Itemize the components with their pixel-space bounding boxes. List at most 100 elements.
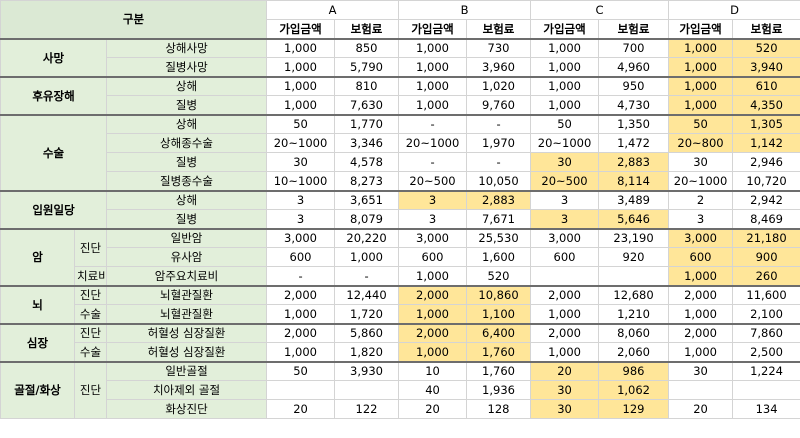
item-name-cell[interactable]: 화상진단 [105, 399, 268, 419]
premium-cell[interactable]: 730 [466, 37, 532, 58]
premium-cell[interactable]: 3,651 [334, 189, 400, 210]
amount-cell[interactable]: 1,000 [530, 57, 600, 77]
header-group-d[interactable]: D [668, 0, 800, 20]
amount-cell[interactable]: 1,000 [398, 75, 468, 96]
amount-cell[interactable]: 30 [530, 380, 600, 400]
section-label-cell[interactable]: 입원일당 [0, 189, 107, 229]
header-col-amount[interactable]: 가입금액 [398, 19, 468, 39]
amount-cell[interactable]: 10 [398, 360, 468, 381]
premium-cell[interactable]: 5,860 [334, 322, 400, 343]
premium-cell[interactable]: 520 [466, 266, 532, 286]
header-col-premium[interactable]: 보험료 [466, 19, 532, 39]
premium-cell[interactable]: 8,079 [334, 209, 400, 229]
item-name-cell[interactable]: 질병사망 [105, 57, 268, 77]
item-name-cell[interactable]: 일반골절 [105, 360, 268, 381]
amount-cell[interactable]: 3 [266, 189, 336, 210]
amount-cell[interactable]: 3 [266, 209, 336, 229]
premium-cell[interactable]: 1,936 [466, 380, 532, 400]
amount-cell[interactable]: 20~500 [398, 171, 468, 191]
amount-cell[interactable]: - [266, 266, 336, 286]
amount-cell[interactable]: 1,000 [668, 304, 734, 324]
amount-cell[interactable]: 1,000 [530, 95, 600, 115]
header-col-amount[interactable]: 가입금액 [266, 19, 336, 39]
premium-cell[interactable] [334, 380, 400, 400]
amount-cell[interactable]: 20~1000 [530, 133, 600, 153]
amount-cell[interactable]: 1,000 [266, 75, 336, 96]
amount-cell[interactable]: 1,000 [530, 342, 600, 362]
header-col-premium[interactable]: 보험료 [334, 19, 400, 39]
premium-cell[interactable]: 7,671 [466, 209, 532, 229]
item-name-cell[interactable]: 상해 [105, 75, 268, 96]
premium-cell[interactable]: 10,860 [466, 284, 532, 305]
premium-cell[interactable]: 20,220 [334, 227, 400, 248]
premium-cell[interactable] [598, 266, 670, 286]
premium-cell[interactable]: 25,530 [466, 227, 532, 248]
premium-cell[interactable]: 2,946 [732, 152, 800, 172]
sub-label-cell[interactable]: 수술 [74, 304, 107, 324]
premium-cell[interactable]: 986 [598, 360, 670, 381]
amount-cell[interactable]: 50 [668, 113, 734, 134]
premium-cell[interactable]: 2,942 [732, 189, 800, 210]
premium-cell[interactable]: 1,760 [466, 342, 532, 362]
premium-cell[interactable]: 1,472 [598, 133, 670, 153]
amount-cell[interactable]: 1,000 [266, 95, 336, 115]
section-label-cell[interactable]: 수술 [0, 113, 107, 191]
amount-cell[interactable]: 1,000 [398, 266, 468, 286]
premium-cell[interactable]: 21,180 [732, 227, 800, 248]
amount-cell[interactable]: 3 [668, 209, 734, 229]
item-name-cell[interactable]: 상해종수술 [105, 133, 268, 153]
premium-cell[interactable]: 1,720 [334, 304, 400, 324]
premium-cell[interactable]: 1,000 [334, 247, 400, 267]
amount-cell[interactable]: 20 [668, 399, 734, 419]
item-name-cell[interactable]: 뇌혈관질환 [105, 284, 268, 305]
amount-cell[interactable]: 2,000 [266, 322, 336, 343]
premium-cell[interactable]: 5,646 [598, 209, 670, 229]
premium-cell[interactable]: 10,050 [466, 171, 532, 191]
amount-cell[interactable]: 1,000 [668, 95, 734, 115]
premium-cell[interactable]: 11,600 [732, 284, 800, 305]
section-label-cell[interactable]: 뇌 [0, 284, 75, 324]
amount-cell[interactable]: 600 [530, 247, 600, 267]
item-name-cell[interactable]: 치아제외 골절 [105, 380, 268, 400]
premium-cell[interactable]: 810 [334, 75, 400, 96]
header-col-amount[interactable]: 가입금액 [668, 19, 734, 39]
amount-cell[interactable]: 3,000 [668, 227, 734, 248]
premium-cell[interactable]: 10,720 [732, 171, 800, 191]
premium-cell[interactable]: 12,680 [598, 284, 670, 305]
premium-cell[interactable]: 7,860 [732, 322, 800, 343]
premium-cell[interactable]: 7,630 [334, 95, 400, 115]
premium-cell[interactable]: 8,469 [732, 209, 800, 229]
amount-cell[interactable]: 20 [530, 360, 600, 381]
premium-cell[interactable]: 134 [732, 399, 800, 419]
amount-cell[interactable]: 2,000 [668, 284, 734, 305]
premium-cell[interactable]: 8,060 [598, 322, 670, 343]
amount-cell[interactable]: 30 [266, 152, 336, 172]
premium-cell[interactable]: 850 [334, 37, 400, 58]
amount-cell[interactable]: 2,000 [266, 284, 336, 305]
amount-cell[interactable]: 1,000 [668, 342, 734, 362]
amount-cell[interactable]: 1,000 [530, 75, 600, 96]
premium-cell[interactable]: 900 [732, 247, 800, 267]
section-label-cell[interactable]: 심장 [0, 322, 75, 362]
premium-cell[interactable]: 4,350 [732, 95, 800, 115]
amount-cell[interactable]: 20 [266, 399, 336, 419]
amount-cell[interactable]: 1,000 [398, 304, 468, 324]
amount-cell[interactable]: 20~800 [668, 133, 734, 153]
premium-cell[interactable]: 8,273 [334, 171, 400, 191]
premium-cell[interactable]: 1,770 [334, 113, 400, 134]
amount-cell[interactable]: 30 [530, 399, 600, 419]
amount-cell[interactable]: 1,000 [530, 37, 600, 58]
premium-cell[interactable]: 1,600 [466, 247, 532, 267]
sub-label-cell[interactable]: 진단 [74, 322, 107, 343]
premium-cell[interactable]: 2,060 [598, 342, 670, 362]
amount-cell[interactable]: 1,000 [668, 37, 734, 58]
item-name-cell[interactable]: 질병종수술 [105, 171, 268, 191]
amount-cell[interactable]: 1,000 [398, 57, 468, 77]
amount-cell[interactable]: 30 [530, 152, 600, 172]
header-group-c[interactable]: C [530, 0, 670, 20]
amount-cell[interactable]: 30 [668, 152, 734, 172]
amount-cell[interactable]: 30 [668, 360, 734, 381]
amount-cell[interactable]: 3,000 [398, 227, 468, 248]
premium-cell[interactable]: 1,820 [334, 342, 400, 362]
amount-cell[interactable] [530, 266, 600, 286]
